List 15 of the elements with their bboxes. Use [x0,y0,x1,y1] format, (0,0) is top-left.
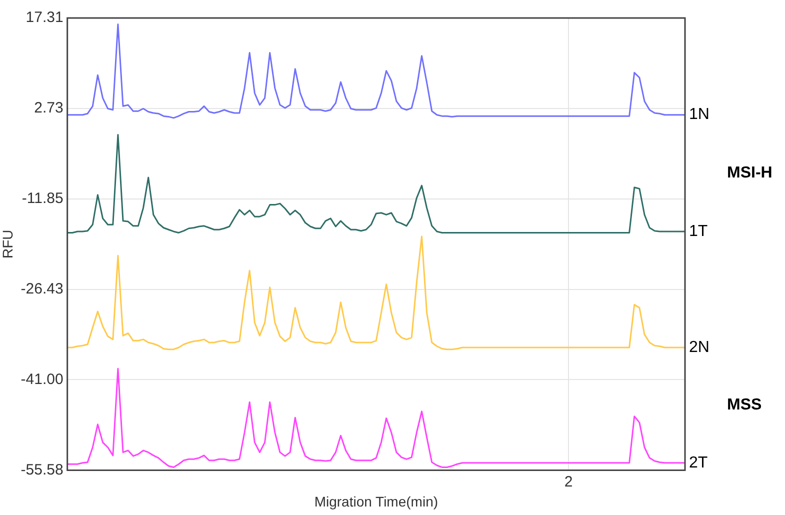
series-label: 2T [689,454,708,472]
y-tick-label: -41.00 [20,370,64,388]
series-label: 1N [689,106,710,124]
text: MSI-H [727,164,772,182]
text: MSS [727,396,762,414]
y-tick-label: 17.31 [26,9,64,26]
x-tick-label: 2 [564,473,573,490]
series-label: 1T [689,222,708,240]
y-tick-label: -11.85 [22,190,64,208]
y-tick-label: -55.58 [20,461,64,478]
series-label: 2N [689,338,710,356]
x-axis-title: Migration Time(min) [314,493,438,510]
y-tick-label: -26.43 [20,280,64,298]
y-tick-label: 2.73 [34,100,64,117]
y-axis-title: RFU [0,230,16,258]
